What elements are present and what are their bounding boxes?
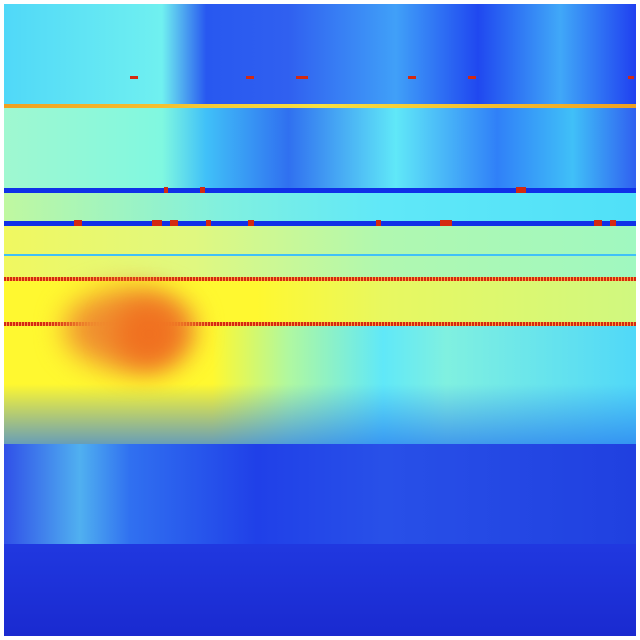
red-mark bbox=[376, 220, 381, 226]
orange-line bbox=[4, 104, 636, 108]
blue-line-1 bbox=[4, 188, 636, 193]
red-mark bbox=[164, 187, 168, 193]
red-mark bbox=[296, 76, 308, 79]
red-mark bbox=[440, 220, 452, 226]
red-mark bbox=[206, 220, 211, 226]
red-mark bbox=[200, 187, 205, 193]
blue-line-2 bbox=[4, 221, 636, 226]
band-top bbox=[4, 4, 636, 104]
band-middle-2 bbox=[4, 226, 636, 278]
red-mark bbox=[610, 220, 616, 226]
red-mark bbox=[516, 187, 526, 193]
band-dark-blue bbox=[4, 544, 636, 636]
red-mark bbox=[170, 220, 178, 226]
red-dotted-line-2 bbox=[4, 322, 636, 326]
cyan-thin-line bbox=[4, 254, 636, 256]
red-mark bbox=[408, 76, 416, 79]
band-upper-middle bbox=[4, 108, 636, 188]
red-mark bbox=[152, 220, 162, 226]
orange-hotspot-core bbox=[114, 299, 184, 369]
red-dotted-line-1 bbox=[4, 277, 636, 281]
red-mark bbox=[628, 76, 634, 79]
red-mark bbox=[594, 220, 602, 226]
red-mark bbox=[74, 220, 82, 226]
band-fade bbox=[4, 384, 636, 444]
red-mark bbox=[248, 220, 254, 226]
red-mark bbox=[246, 76, 254, 79]
heatmap-image bbox=[4, 4, 636, 636]
red-mark bbox=[130, 76, 138, 79]
red-mark bbox=[468, 76, 476, 79]
band-blue bbox=[4, 444, 636, 544]
band-middle-1 bbox=[4, 193, 636, 221]
